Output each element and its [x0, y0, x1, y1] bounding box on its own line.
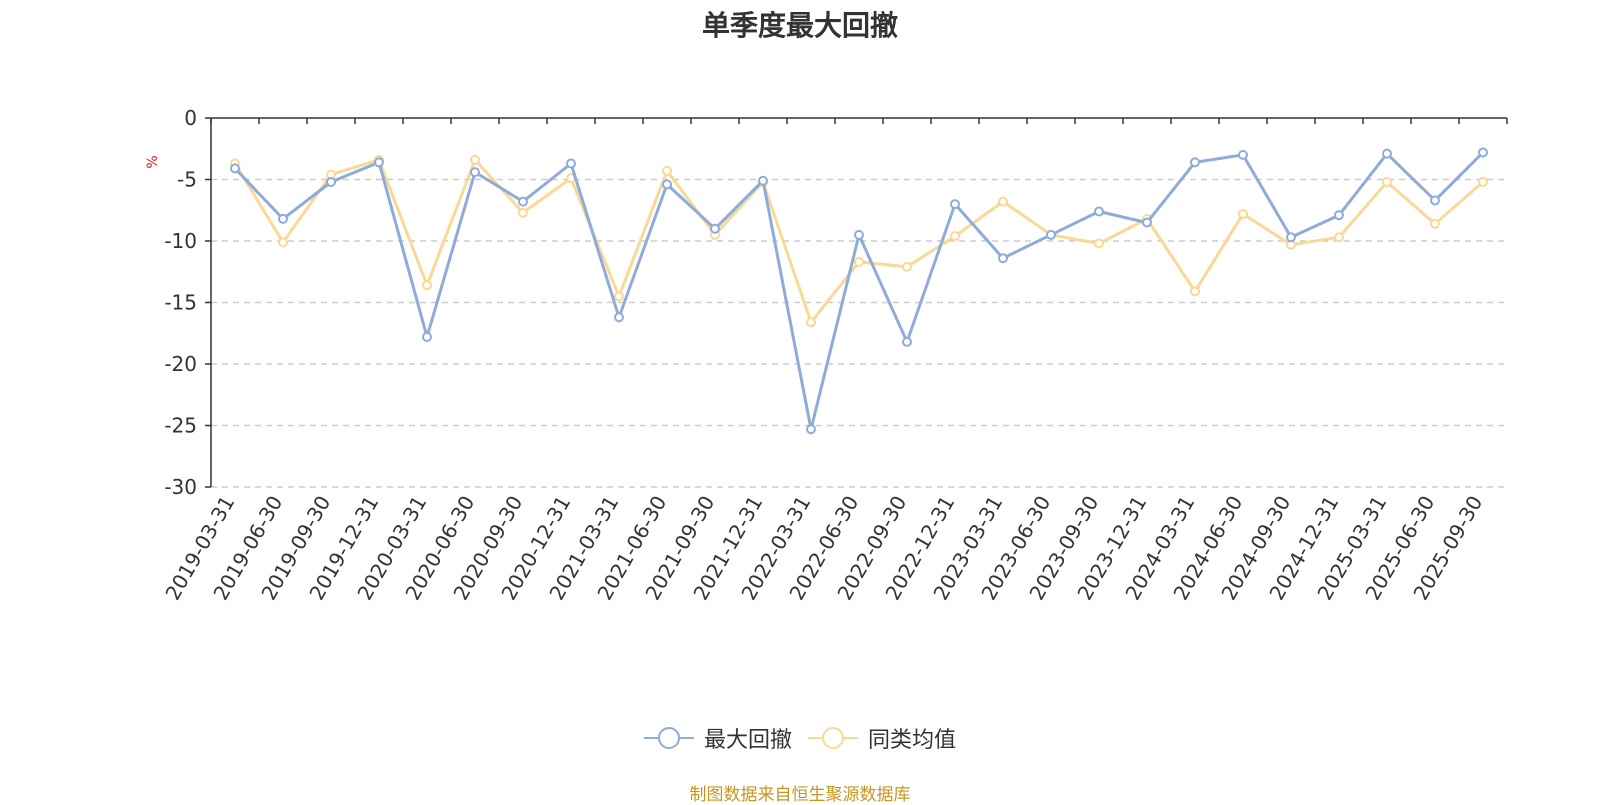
- data-point-max-drawdown[interactable]: [806, 424, 816, 435]
- data-point-category-average[interactable]: [662, 165, 672, 176]
- data-point-max-drawdown[interactable]: [1334, 210, 1344, 221]
- data-point-max-drawdown[interactable]: [1046, 229, 1056, 240]
- y-tick-label: -10: [164, 229, 197, 253]
- data-point-max-drawdown[interactable]: [470, 167, 480, 178]
- data-point-max-drawdown[interactable]: [854, 229, 864, 240]
- legend: 最大回撤 同类均值: [0, 722, 1600, 754]
- data-point-max-drawdown[interactable]: [566, 158, 576, 169]
- y-tick-label: -30: [164, 475, 197, 499]
- legend-item-max-drawdown[interactable]: 最大回撤: [643, 722, 792, 754]
- y-tick-label: -5: [177, 168, 197, 192]
- data-point-max-drawdown[interactable]: [374, 157, 384, 168]
- data-point-max-drawdown[interactable]: [710, 223, 720, 234]
- data-point-max-drawdown[interactable]: [278, 213, 288, 224]
- legend-label-max-drawdown: 最大回撤: [703, 728, 792, 753]
- data-point-category-average[interactable]: [1238, 208, 1248, 219]
- legend-label-category-average: 同类均值: [868, 728, 957, 753]
- data-point-category-average[interactable]: [902, 261, 912, 272]
- axis-layer: [205, 117, 1508, 488]
- data-point-category-average[interactable]: [1334, 232, 1344, 243]
- data-point-category-average[interactable]: [1478, 176, 1488, 187]
- data-point-max-drawdown[interactable]: [1478, 147, 1488, 158]
- data-point-category-average[interactable]: [854, 256, 864, 267]
- data-point-category-average[interactable]: [1382, 176, 1392, 187]
- data-point-max-drawdown[interactable]: [1238, 149, 1248, 160]
- legend-item-category-average[interactable]: 同类均值: [808, 722, 956, 754]
- y-axis-unit-label: %: [145, 155, 161, 168]
- data-point-max-drawdown[interactable]: [950, 199, 960, 210]
- y-tick-label: -15: [164, 291, 197, 315]
- legend-swatch-category-average-icon: [808, 725, 858, 751]
- label-layer: 0-5-10-15-20-25-302019-03-312019-06-3020…: [160, 106, 1487, 604]
- data-point-max-drawdown[interactable]: [1286, 232, 1296, 243]
- data-point-category-average[interactable]: [806, 317, 816, 328]
- data-point-category-average[interactable]: [950, 231, 960, 242]
- series-layer: [230, 147, 1488, 435]
- data-point-max-drawdown[interactable]: [1430, 195, 1440, 206]
- y-tick-label: -25: [164, 414, 197, 438]
- data-point-category-average[interactable]: [1094, 238, 1104, 249]
- data-point-max-drawdown[interactable]: [518, 196, 528, 207]
- data-point-category-average[interactable]: [422, 280, 432, 291]
- data-point-max-drawdown[interactable]: [230, 163, 240, 174]
- series-line-max-drawdown: [233, 151, 1485, 431]
- y-tick-label: -20: [164, 352, 197, 376]
- y-tick-label: 0: [184, 106, 197, 130]
- data-point-max-drawdown[interactable]: [758, 175, 768, 186]
- data-point-category-average[interactable]: [998, 196, 1008, 207]
- data-point-max-drawdown[interactable]: [1382, 148, 1392, 159]
- data-point-category-average[interactable]: [614, 291, 624, 302]
- chart-title: 单季度最大回撤: [701, 9, 898, 42]
- data-point-category-average[interactable]: [470, 154, 480, 165]
- data-point-max-drawdown[interactable]: [902, 336, 912, 347]
- data-point-max-drawdown[interactable]: [1190, 157, 1200, 168]
- data-point-category-average[interactable]: [518, 207, 528, 218]
- data-point-max-drawdown[interactable]: [662, 179, 672, 190]
- data-point-category-average[interactable]: [1430, 218, 1440, 229]
- data-point-max-drawdown[interactable]: [998, 253, 1008, 264]
- data-point-max-drawdown[interactable]: [326, 176, 336, 187]
- data-point-category-average[interactable]: [1190, 286, 1200, 297]
- legend-swatch-max-drawdown-icon: [643, 725, 694, 751]
- data-source-note: 制图数据来自恒生聚源数据库: [689, 785, 911, 805]
- data-point-max-drawdown[interactable]: [1094, 206, 1104, 217]
- data-point-category-average[interactable]: [278, 237, 288, 248]
- data-point-max-drawdown[interactable]: [1142, 217, 1152, 228]
- data-point-max-drawdown[interactable]: [422, 331, 432, 342]
- data-point-max-drawdown[interactable]: [614, 312, 624, 323]
